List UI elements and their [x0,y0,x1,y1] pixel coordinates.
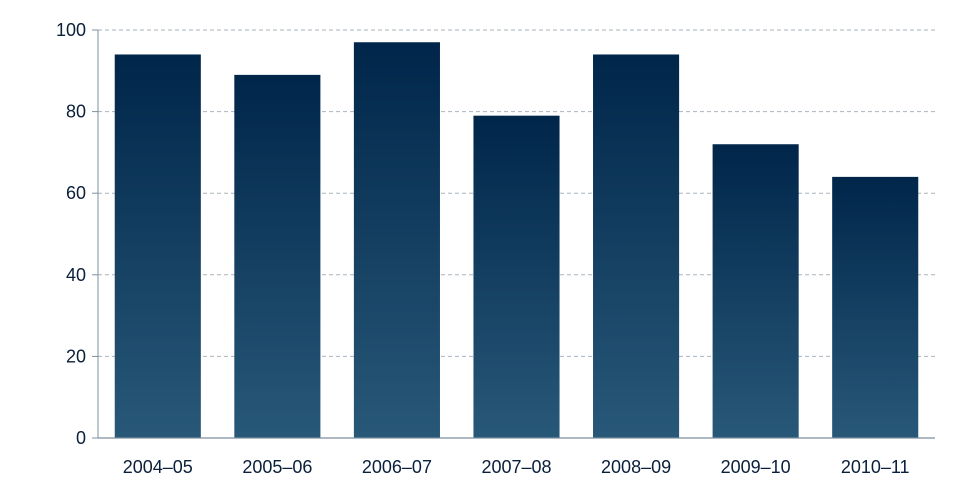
bars [114,42,919,439]
bar-2007–08 [473,115,560,439]
bar-2010–11 [832,176,919,438]
y-tick-label-80: 80 [66,102,86,122]
y-tick-label-100: 100 [56,20,86,40]
y-tick-label-20: 20 [66,346,86,366]
x-tick-label-2010–11: 2010–11 [841,457,910,477]
x-tick-label-2008–09: 2008–09 [601,457,671,477]
y-tick-label-40: 40 [66,265,86,285]
bar-2006–07 [353,42,440,439]
bar-2008–09 [593,54,680,438]
x-tick-label-2006–07: 2006–07 [362,457,432,477]
tick-labels: 0 20 40 60 80 100 2004–05 2005–06 2006–07 2007–08… [56,20,910,477]
axes [92,29,935,439]
bar-2005–06 [234,74,321,438]
x-tick-label-2004–05: 2004–05 [123,457,193,477]
x-tick-label-2007–08: 2007–08 [481,457,551,477]
bar-2009–10 [712,144,799,439]
y-tick-label-60: 60 [66,183,86,203]
x-tick-label-2009–10: 2009–10 [721,457,791,477]
x-tick-label-2005–06: 2005–06 [242,457,312,477]
y-tick-label-0: 0 [76,428,86,448]
bar-2004–05 [114,54,201,438]
